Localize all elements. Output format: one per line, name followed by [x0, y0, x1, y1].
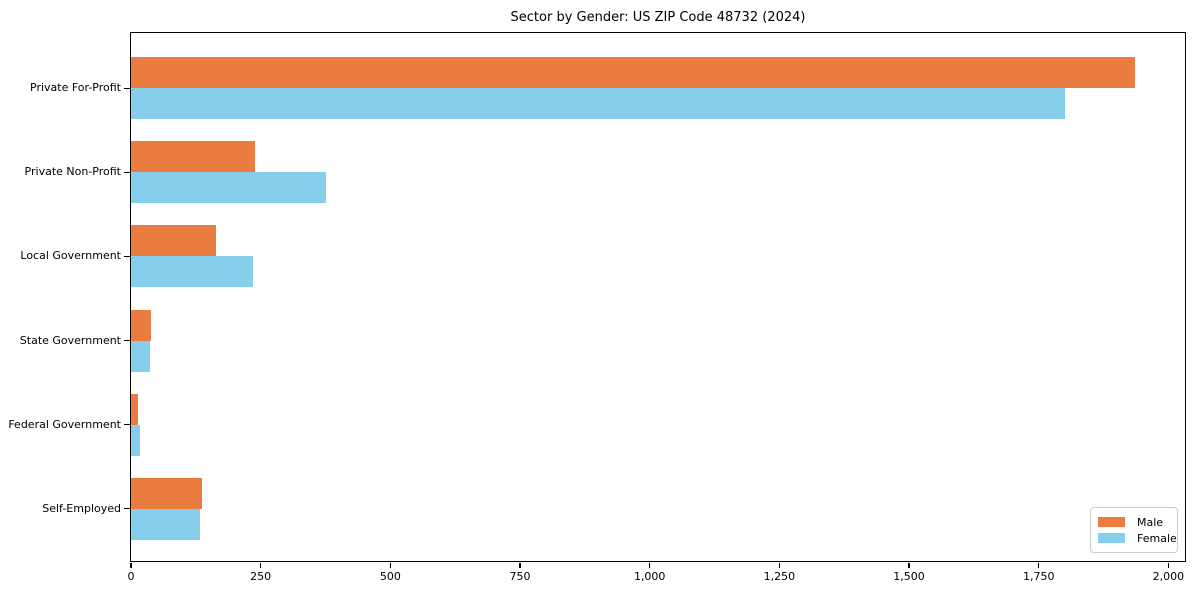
y-category-label-2: Local Government: [20, 249, 121, 263]
x-tick-8: [1167, 562, 1169, 568]
y-category-label-5: Self-Employed: [42, 501, 121, 515]
x-tick-label-0: 0: [127, 570, 135, 583]
x-tick-6: [908, 562, 910, 568]
y-category-label-1: Private Non-Profit: [24, 165, 121, 179]
x-tick-label-8: 2,000: [1152, 570, 1185, 583]
x-tick-label-6: 1,500: [893, 570, 925, 583]
male-swatch: [1098, 517, 1125, 527]
chart-title: Sector by Gender: US ZIP Code 48732 (202…: [510, 10, 806, 25]
y-category-label-3: State Government: [19, 333, 121, 347]
y-tick-2: [124, 255, 130, 258]
x-tick-1: [260, 562, 262, 568]
y-tick-0: [124, 87, 130, 89]
bar-female-4: [131, 424, 140, 456]
y-tick-3: [124, 339, 130, 342]
bar-male-1: [131, 141, 256, 173]
bar-male-0: [131, 57, 1135, 89]
y-category-label-4: Federal Government: [8, 417, 121, 431]
bar-male-2: [131, 225, 217, 257]
bar-male-5: [131, 477, 202, 509]
x-tick-2: [389, 562, 391, 568]
y-tick-1: [124, 171, 130, 173]
x-tick-label-2: 500: [379, 570, 401, 583]
x-tick-5: [778, 562, 780, 568]
bar-female-1: [131, 172, 326, 204]
plot-area: [130, 32, 1186, 562]
y-tick-4: [124, 424, 130, 426]
female-swatch: [1098, 533, 1125, 543]
bar-female-3: [131, 340, 151, 372]
legend-item-male: Male: [1098, 514, 1169, 530]
bar-female-0: [131, 88, 1065, 120]
bar-male-3: [131, 309, 152, 341]
legend-label-male: Male: [1137, 515, 1164, 529]
x-tick-3: [519, 562, 521, 568]
x-tick-4: [649, 562, 651, 568]
y-category-label-0: Private For-Profit: [30, 81, 121, 95]
bar-female-5: [131, 508, 200, 540]
y-tick-5: [124, 508, 130, 510]
legend: Male Female: [1090, 507, 1178, 553]
x-tick-0: [130, 562, 132, 568]
bar-male-4: [131, 393, 138, 425]
x-tick-label-3: 750: [509, 570, 531, 583]
x-tick-label-1: 250: [250, 570, 272, 583]
x-tick-label-7: 1,750: [1022, 570, 1055, 583]
bar-female-2: [131, 256, 253, 288]
x-tick-label-4: 1,000: [633, 570, 666, 583]
legend-item-female: Female: [1098, 530, 1177, 546]
x-tick-label-5: 1,250: [763, 570, 796, 583]
legend-label-female: Female: [1137, 531, 1177, 545]
x-tick-7: [1038, 562, 1040, 568]
